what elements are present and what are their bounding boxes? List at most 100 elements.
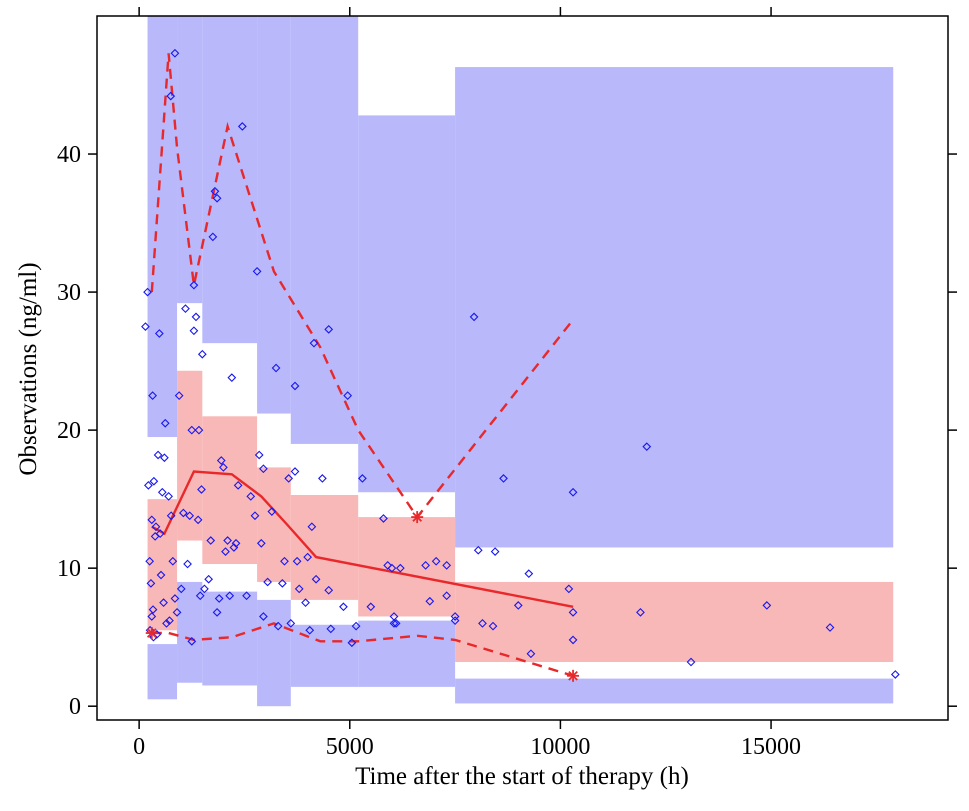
observation-point (294, 584, 304, 594)
observation-point (318, 474, 327, 483)
observation-point (191, 312, 201, 322)
observation-point (442, 591, 452, 601)
observation-point (225, 591, 235, 601)
observation-point (160, 418, 170, 428)
observation-point (250, 511, 260, 521)
observation-point (277, 578, 287, 588)
observation-point (187, 425, 197, 435)
observation-point (326, 624, 336, 634)
band-lo-1 (177, 581, 203, 683)
observation-point (825, 623, 835, 632)
observation-point (170, 594, 180, 603)
observation-point (148, 391, 157, 400)
observation-point (309, 338, 319, 348)
observation-point (568, 487, 578, 497)
observation-point (256, 538, 266, 548)
observation-point (305, 625, 315, 635)
observation-point (185, 511, 195, 521)
observation-points (141, 48, 900, 679)
observation-point (153, 450, 163, 460)
band-hi-6 (455, 67, 894, 548)
observation-point (187, 636, 197, 646)
observation-point (636, 607, 645, 617)
y-tick-label-0: 0 (69, 694, 81, 720)
observation-point (164, 491, 173, 501)
observation-point (389, 618, 399, 628)
observation-point (568, 635, 578, 645)
percentile-lines (150, 53, 575, 677)
observation-point (246, 491, 256, 501)
observation-point (526, 649, 536, 659)
band-lo-5 (358, 620, 456, 687)
observation-point (147, 515, 157, 525)
y-tick-label-4: 40 (57, 142, 81, 168)
observation-point (339, 602, 348, 612)
asterisk-stroke (568, 670, 578, 681)
observation-point (147, 612, 157, 621)
observation-point (271, 363, 281, 373)
observation-point (148, 605, 158, 614)
observation-point (170, 48, 180, 58)
observation-point (499, 474, 508, 483)
observation-point (233, 480, 243, 490)
observation-point (311, 574, 321, 584)
observation-point (231, 538, 241, 548)
observation-point (156, 570, 166, 580)
observation-point (149, 476, 159, 486)
observation-point (144, 480, 153, 490)
observation-point (146, 578, 156, 588)
x-tick-label-1: 5000 (326, 734, 374, 760)
observation-point (178, 508, 188, 518)
observation-point (303, 552, 313, 562)
observation-point (421, 561, 430, 570)
band-hi-4 (290, 16, 359, 444)
observation-point (168, 556, 178, 566)
observation-point (762, 601, 772, 610)
observation-point (284, 474, 294, 483)
observation-point (366, 602, 376, 612)
observation-point (431, 556, 441, 566)
observation-point (259, 612, 268, 621)
percentile-markers (145, 511, 580, 682)
observation-point (442, 561, 452, 570)
observation-point (252, 266, 262, 276)
observation-point (166, 511, 176, 521)
observation-point (290, 467, 300, 476)
observation-point (280, 556, 289, 566)
band-lo-6 (455, 678, 894, 704)
y-tick-label-3: 30 (57, 280, 81, 306)
observation-point (159, 598, 168, 608)
observation-point (183, 559, 192, 569)
observation-point (206, 536, 216, 545)
observation-point (214, 594, 224, 603)
observation-point (513, 601, 523, 610)
band-mid-4 (290, 494, 359, 600)
observation-point (197, 349, 207, 359)
observation-point (391, 618, 401, 628)
band-lo-3 (257, 599, 291, 707)
observation-point (290, 381, 300, 391)
observation-point (254, 450, 264, 460)
observation-point (267, 507, 277, 516)
observation-point (890, 670, 900, 679)
observation-point (165, 616, 174, 625)
observation-point (564, 584, 574, 594)
observation-point (210, 186, 220, 196)
observation-point (227, 373, 237, 383)
observation-point (301, 598, 310, 608)
observation-point (379, 514, 388, 523)
observation-point (189, 326, 199, 336)
x-tick-label-0: 0 (133, 734, 145, 760)
observation-point (358, 474, 367, 483)
observation-point (160, 453, 169, 463)
observation-point (389, 612, 399, 621)
observation-point (473, 545, 483, 555)
band-mid-1 (177, 370, 203, 541)
observation-point (197, 485, 206, 494)
series-line-3 (151, 622, 574, 677)
band-mid-5 (358, 517, 456, 617)
band-mid-3 (257, 467, 291, 582)
observation-point (324, 585, 334, 595)
